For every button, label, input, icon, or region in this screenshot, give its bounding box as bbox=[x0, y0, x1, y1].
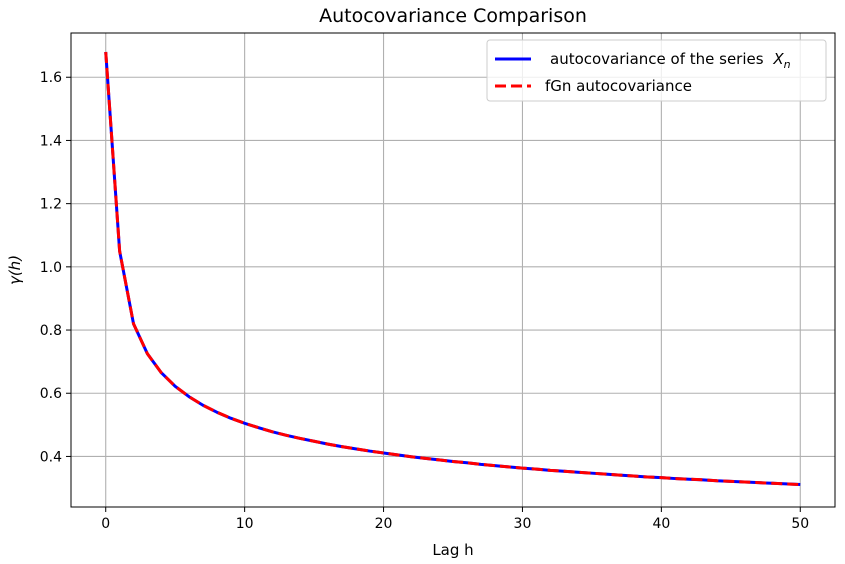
y-tick-label: 0.6 bbox=[40, 386, 62, 402]
x-tick-label: 10 bbox=[236, 516, 254, 532]
y-tick-label: 1.4 bbox=[40, 133, 62, 149]
chart-title: Autocovariance Comparison bbox=[319, 5, 587, 27]
y-tick-label: 1.0 bbox=[40, 260, 62, 276]
y-axis-label: γ(h) bbox=[6, 255, 24, 285]
x-tick-label: 50 bbox=[791, 516, 809, 532]
y-tick-label: 0.4 bbox=[40, 449, 62, 465]
legend-label-series-1-subscript: n bbox=[784, 58, 791, 71]
y-tick-label: 0.8 bbox=[40, 323, 62, 339]
legend: autocovariance of the series Xn fGn auto… bbox=[486, 39, 827, 102]
legend-label-series-1: autocovariance of the series Xn bbox=[550, 50, 791, 71]
x-tick-label: 30 bbox=[514, 516, 532, 532]
legend-label-series-2: fGn autocovariance bbox=[545, 77, 692, 95]
y-tick-label: 1.6 bbox=[40, 70, 62, 86]
x-tick-label: 0 bbox=[101, 516, 110, 532]
ticks: 0 10 20 30 40 50 0.4 0.6 0.8 1.0 1.2 1.4 1.6 bbox=[40, 70, 809, 532]
legend-label-series-1-var: X bbox=[772, 50, 784, 68]
series-line-fgn-autocovariance bbox=[104, 51, 801, 487]
grid bbox=[71, 33, 835, 507]
series-layer bbox=[104, 51, 801, 487]
legend-box bbox=[486, 39, 827, 102]
x-axis-label: Lag h bbox=[432, 541, 473, 559]
x-tick-label: 40 bbox=[652, 516, 670, 532]
y-tick-label: 1.2 bbox=[40, 197, 62, 213]
plot-frame bbox=[70, 32, 836, 508]
legend-label-series-1-text: autocovariance of the series bbox=[550, 50, 764, 68]
x-tick-label: 20 bbox=[375, 516, 393, 532]
